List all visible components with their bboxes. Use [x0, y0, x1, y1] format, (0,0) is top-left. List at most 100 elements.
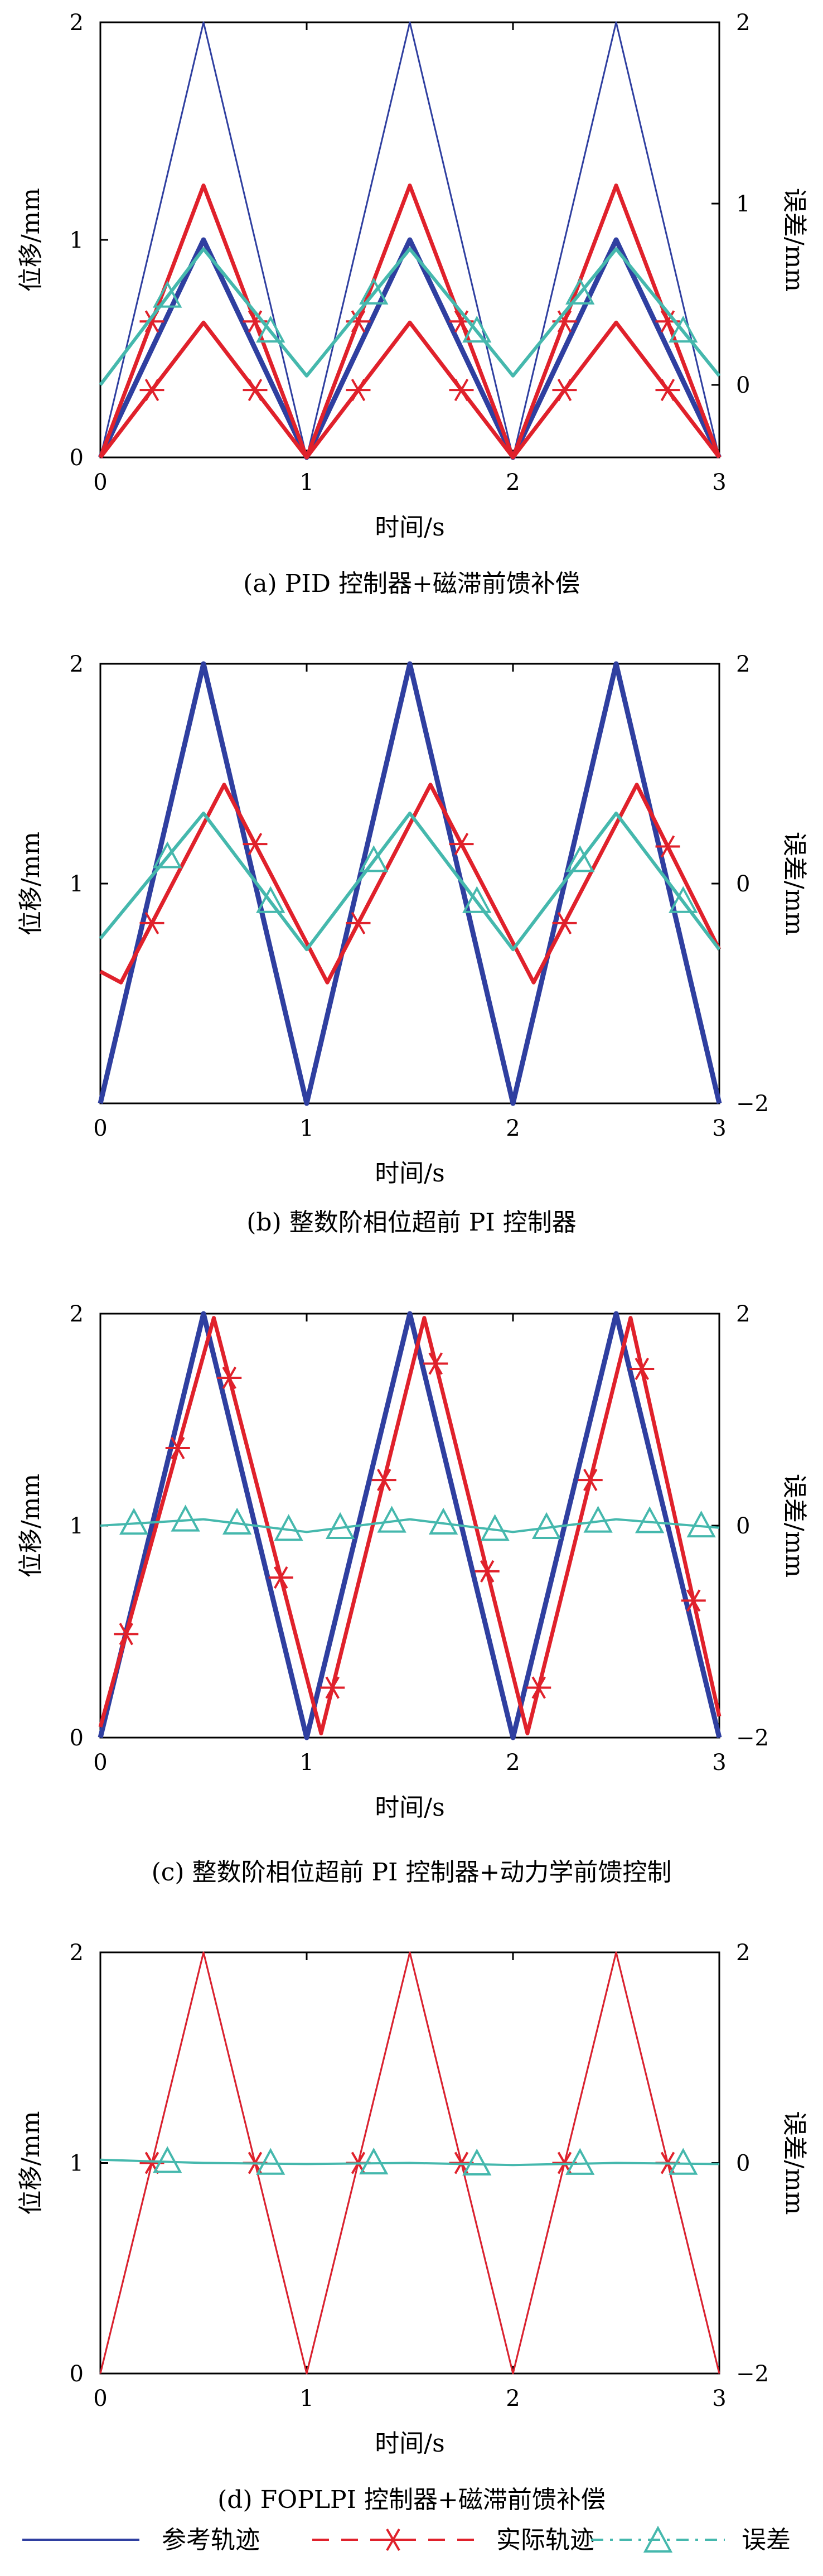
x-tick-label: 3 [712, 470, 726, 495]
data-point-actual [449, 833, 474, 856]
data-point-error [462, 886, 492, 913]
panel-caption-3: (c) 整数阶相位超前 PI 控制器+动力学前馈控制 [151, 1858, 672, 1887]
y-tick-label: 2 [70, 1940, 84, 1966]
series-line-reference [98, 1311, 722, 1740]
legend: 参考轨迹 实际轨迹 误差 [22, 2525, 791, 2554]
data-point-error [153, 281, 182, 308]
y2-tick-label: 1 [736, 191, 750, 217]
x-tick-label: 0 [93, 1116, 107, 1141]
data-point-actual [552, 379, 577, 402]
x-axis-label: 时间/s [375, 1793, 444, 1822]
data-point-error [565, 845, 595, 872]
data-point-error [686, 1510, 716, 1538]
y2-tick-label: 2 [736, 1301, 750, 1327]
data-point-error [153, 841, 182, 869]
data-point-error [359, 277, 389, 305]
series-line-actual [99, 1951, 720, 2375]
data-point-error [583, 1506, 613, 1533]
y2-tick-label: −2 [736, 1091, 769, 1117]
data-point-actual [526, 1676, 551, 1699]
data-point-error [222, 1507, 252, 1535]
x-tick-label: 3 [712, 2386, 726, 2411]
y-tick-label: 1 [70, 871, 84, 897]
series-line-actual [98, 184, 722, 460]
data-point-actual [243, 833, 268, 856]
series-line-reference [98, 237, 722, 460]
y2-axis-label: 误差/mm [780, 832, 809, 935]
series-line-actual [98, 1316, 722, 1735]
data-point-actual [552, 911, 577, 934]
data-point-error [256, 315, 285, 343]
x-tick-label: 3 [712, 1750, 726, 1776]
series-line-reference [99, 21, 720, 459]
x-tick-label: 1 [299, 1116, 313, 1141]
y2-tick-label: 2 [736, 1940, 750, 1966]
x-tick-label: 0 [93, 470, 107, 495]
y2-tick-label: 0 [736, 373, 750, 398]
x-tick-label: 1 [299, 2386, 313, 2411]
y2-axis-label: 误差/mm [780, 1474, 809, 1578]
y-tick-label: 2 [70, 10, 84, 36]
y-axis-label: 位移/mm [17, 2111, 45, 2215]
series-line-actual [99, 320, 721, 460]
series-line-error [100, 1518, 720, 1533]
data-point-actual [139, 379, 164, 402]
data-point-error [565, 2148, 595, 2175]
x-axis-label: 时间/s [375, 1159, 444, 1188]
data-point-error [669, 2148, 698, 2175]
legend-marker-error [643, 2525, 673, 2553]
data-point-error [256, 2148, 285, 2175]
series-line-error [99, 247, 721, 386]
data-point-actual [346, 379, 371, 402]
y2-tick-label: 0 [736, 871, 750, 897]
data-point-actual [114, 1623, 139, 1646]
y-tick-label: 1 [70, 1513, 84, 1539]
y-axis-label: 位移/mm [17, 188, 45, 292]
panel-caption-1: (a) PID 控制器+磁滞前馈补偿 [243, 570, 580, 598]
x-tick-label: 2 [506, 2386, 520, 2411]
data-point-error [531, 1512, 561, 1539]
x-axis-label: 时间/s [375, 2429, 444, 2458]
y-tick-label: 0 [70, 2361, 84, 2387]
data-point-error [256, 886, 285, 913]
data-point-error [669, 886, 698, 913]
series-line-error [99, 811, 721, 952]
x-tick-label: 2 [506, 470, 520, 495]
y-tick-label: 0 [70, 445, 84, 471]
data-point-actual [139, 310, 164, 333]
data-point-error [428, 1507, 458, 1535]
x-axis-label: 时间/s [375, 513, 444, 542]
data-point-error [359, 2147, 389, 2175]
y2-tick-label: 0 [736, 2151, 750, 2177]
data-point-error [119, 1508, 149, 1535]
panel-caption-4: (d) FOPLPI 控制器+磁滞前馈补偿 [217, 2486, 606, 2514]
data-point-error [359, 845, 389, 872]
series-line-reference [98, 661, 722, 1106]
data-point-actual [449, 379, 474, 402]
x-tick-label: 2 [506, 1750, 520, 1776]
y-tick-label: 0 [70, 1725, 84, 1751]
series-line-error [100, 2158, 720, 2167]
data-point-error [171, 1504, 200, 1532]
data-point-actual [243, 379, 268, 402]
y2-tick-label: 0 [736, 1513, 750, 1539]
legend-label-reference: 参考轨迹 [162, 2526, 260, 2554]
axes-frame-2 [99, 663, 720, 1104]
data-point-error [480, 1514, 510, 1541]
legend-label-error: 误差 [742, 2526, 791, 2554]
data-point-error [274, 1514, 303, 1541]
y-tick-label: 1 [70, 2151, 84, 2177]
data-point-actual [320, 1676, 345, 1699]
y2-axis-label: 误差/mm [780, 188, 809, 292]
y-axis-label: 位移/mm [17, 1474, 45, 1578]
data-point-actual [346, 911, 371, 934]
data-point-error [325, 1512, 355, 1539]
data-point-actual [578, 1469, 603, 1492]
data-point-actual [139, 911, 164, 934]
data-point-actual [165, 1436, 190, 1460]
data-point-actual [371, 1469, 396, 1492]
data-point-actual [268, 1566, 293, 1589]
data-point-error [565, 277, 595, 305]
data-point-actual [217, 1366, 242, 1390]
x-tick-label: 0 [93, 2386, 107, 2411]
